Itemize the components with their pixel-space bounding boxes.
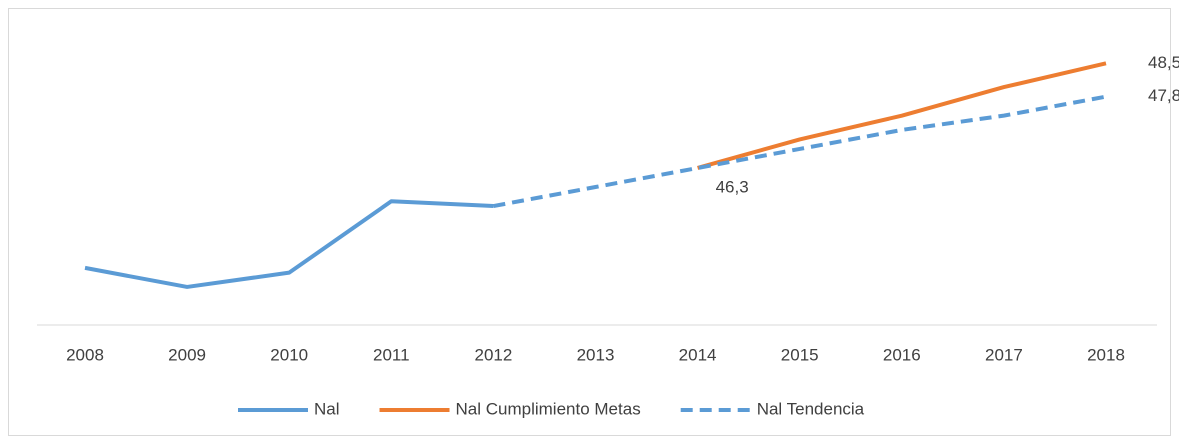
chart-frame [8,8,1171,436]
x-tick-label: 2015 [781,345,819,364]
legend-label: Nal Tendencia [757,399,865,418]
data-label: 48,5 [1148,53,1179,72]
legend-label: Nal Cumplimiento Metas [456,399,641,418]
x-tick-label: 2010 [270,345,308,364]
series-line [493,94,1107,209]
x-tick-label: 2009 [168,345,206,364]
x-tick-label: 2014 [679,345,717,364]
data-label: 46,3 [716,177,749,196]
data-label: 47,8 [1148,86,1179,105]
series-line [697,61,1107,170]
x-tick-label: 2013 [577,345,615,364]
x-tick-label: 2011 [373,345,410,364]
legend-label: Nal [314,399,340,418]
series-line [84,199,494,289]
x-tick-label: 2018 [1087,345,1125,364]
x-tick-label: 2017 [985,345,1023,364]
x-tick-label: 2016 [883,345,921,364]
x-tick-label: 2012 [474,345,512,364]
x-tick-label: 2008 [66,345,104,364]
